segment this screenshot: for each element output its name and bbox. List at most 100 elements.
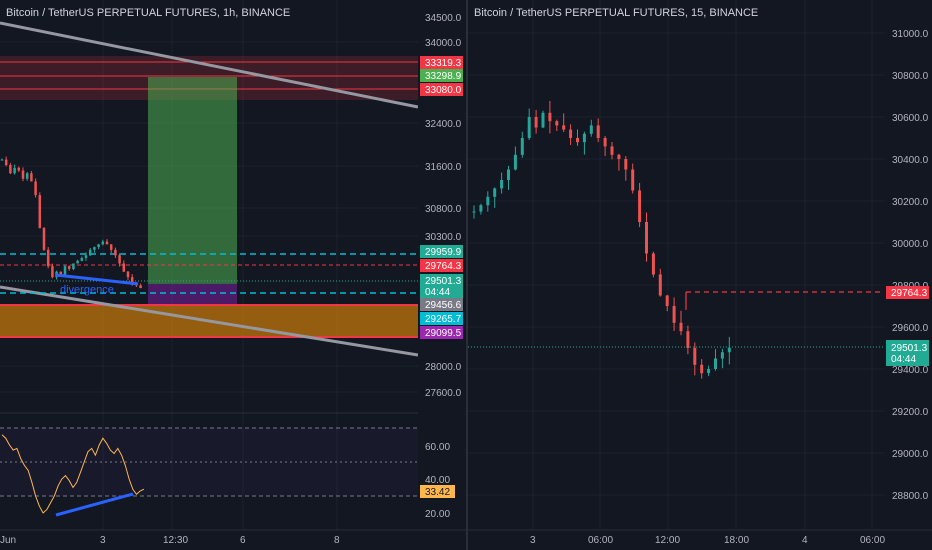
candle-body: [84, 255, 88, 259]
price-axis-label: 34000.0: [425, 38, 462, 49]
rsi-axis-label: 20.00: [425, 509, 450, 520]
candle-body: [534, 117, 538, 128]
rsi-axis-label: 60.00: [425, 442, 450, 453]
candle-body: [126, 271, 130, 278]
candle-body: [93, 247, 96, 250]
candle-body: [105, 241, 109, 245]
candle-body: [4, 159, 8, 166]
candle-body: [59, 271, 63, 275]
price-axis-label: 28800.0: [892, 491, 929, 502]
upper-trendline[interactable]: [0, 21, 419, 109]
candle-body: [520, 138, 524, 155]
candle-body: [25, 173, 29, 179]
candle-body: [589, 125, 593, 134]
time-axis-label: 3: [100, 535, 106, 546]
price-tag[interactable]: 29099.5: [420, 326, 463, 339]
price-tag[interactable]: 29959.9: [420, 245, 463, 258]
candle-body: [51, 266, 54, 278]
price-axis-label: 29200.0: [892, 407, 929, 418]
candle-body: [686, 331, 690, 348]
divergence-label: divergence: [60, 284, 114, 296]
candle-body: [486, 196, 490, 206]
candle-body: [610, 146, 614, 155]
price-axis-label: 31000.0: [892, 29, 929, 40]
rsi-divergence-line[interactable]: [55, 492, 134, 517]
candle-body: [38, 195, 42, 228]
time-axis-label: 18:00: [724, 535, 749, 546]
svg-text:33080.0: 33080.0: [425, 85, 462, 96]
left-chart-pane[interactable]: divergence 34500.0 34000.0 32400.0 31600…: [0, 0, 466, 550]
candle-body: [139, 285, 142, 289]
price-axis-label: 28000.0: [425, 362, 462, 373]
candle-body: [569, 129, 573, 138]
left-candles: [0, 156, 142, 289]
svg-text:29099.5: 29099.5: [425, 328, 462, 339]
candle-body: [101, 241, 105, 245]
time-axis-label: 3: [530, 535, 536, 546]
last-price-tag[interactable]: 29501.304:44: [420, 274, 463, 298]
time-axis-label: 8: [334, 535, 340, 546]
candle-body: [67, 266, 71, 269]
svg-text:29501.3: 29501.3: [425, 276, 462, 287]
candle-body: [576, 138, 579, 143]
candle-body: [582, 133, 586, 143]
candle-body: [34, 181, 37, 196]
candle-body: [714, 358, 717, 369]
candle-body: [617, 154, 621, 159]
candle-body: [500, 180, 504, 189]
right-chart-pane[interactable]: 31000.0 30800.0 30600.0 30400.0 30200.0 …: [468, 0, 932, 550]
price-tag[interactable]: 33319.3: [420, 56, 463, 69]
left-chart-title: Bitcoin / TetherUS PERPETUAL FUTURES, 1h…: [6, 7, 291, 19]
candle-body: [700, 364, 704, 374]
time-axis-label: 06:00: [588, 535, 613, 546]
candle-body: [513, 154, 517, 170]
time-axis-label: 06:00: [860, 535, 885, 546]
rsi-value-tag[interactable]: 33.42: [420, 485, 455, 498]
candle-body: [130, 277, 134, 283]
candle-body: [97, 244, 100, 248]
candle-body: [0, 159, 4, 161]
price-tag[interactable]: 29265.7: [420, 312, 463, 325]
candle-body: [472, 211, 476, 213]
left-chart-canvas[interactable]: divergence 34500.0 34000.0 32400.0 31600…: [0, 0, 466, 550]
right-candles: [472, 100, 731, 379]
candle-body: [17, 167, 21, 171]
last-price-tag[interactable]: 29501.304:44: [886, 340, 929, 366]
price-axis-label: 30600.0: [892, 113, 929, 124]
price-tag[interactable]: 33298.9: [420, 69, 463, 82]
candle-body: [30, 173, 33, 182]
pane-divider[interactable]: [466, 0, 468, 550]
long-position-stop[interactable]: [148, 284, 237, 304]
candle-body: [541, 112, 545, 128]
candle-body: [63, 266, 67, 275]
candle-body: [665, 295, 669, 306]
price-axis-label: 30800.0: [425, 204, 462, 215]
candle-body: [693, 348, 697, 365]
long-position-target[interactable]: [148, 77, 237, 284]
time-axis-label: 12:30: [163, 535, 188, 546]
candle-body: [114, 249, 117, 256]
price-axis-label: 27600.0: [425, 388, 462, 399]
price-tag[interactable]: 29764.3: [420, 259, 463, 272]
candle-body: [562, 125, 566, 130]
candle-body: [479, 205, 483, 212]
price-tag[interactable]: 33080.0: [420, 83, 463, 96]
price-tag[interactable]: 29456.6: [420, 298, 463, 311]
candle-body: [13, 167, 16, 174]
svg-text:29456.6: 29456.6: [425, 300, 462, 311]
candle-body: [72, 263, 75, 269]
candle-body: [672, 306, 676, 323]
price-axis-label: 29600.0: [892, 323, 929, 334]
price-tag[interactable]: 29764.3: [886, 286, 929, 299]
candle-body: [88, 249, 92, 256]
price-axis-label: 34500.0: [425, 13, 462, 24]
right-chart-canvas[interactable]: 31000.0 30800.0 30600.0 30400.0 30200.0 …: [468, 0, 932, 550]
divergence-line[interactable]: [55, 273, 139, 286]
candle-body: [645, 222, 648, 254]
candle-body: [507, 169, 510, 180]
candle-body: [727, 347, 731, 353]
candle-body: [596, 125, 600, 138]
price-axis-label: 32400.0: [425, 119, 462, 130]
lower-trendline[interactable]: [0, 285, 419, 357]
price-axis-label: 29000.0: [892, 449, 929, 460]
